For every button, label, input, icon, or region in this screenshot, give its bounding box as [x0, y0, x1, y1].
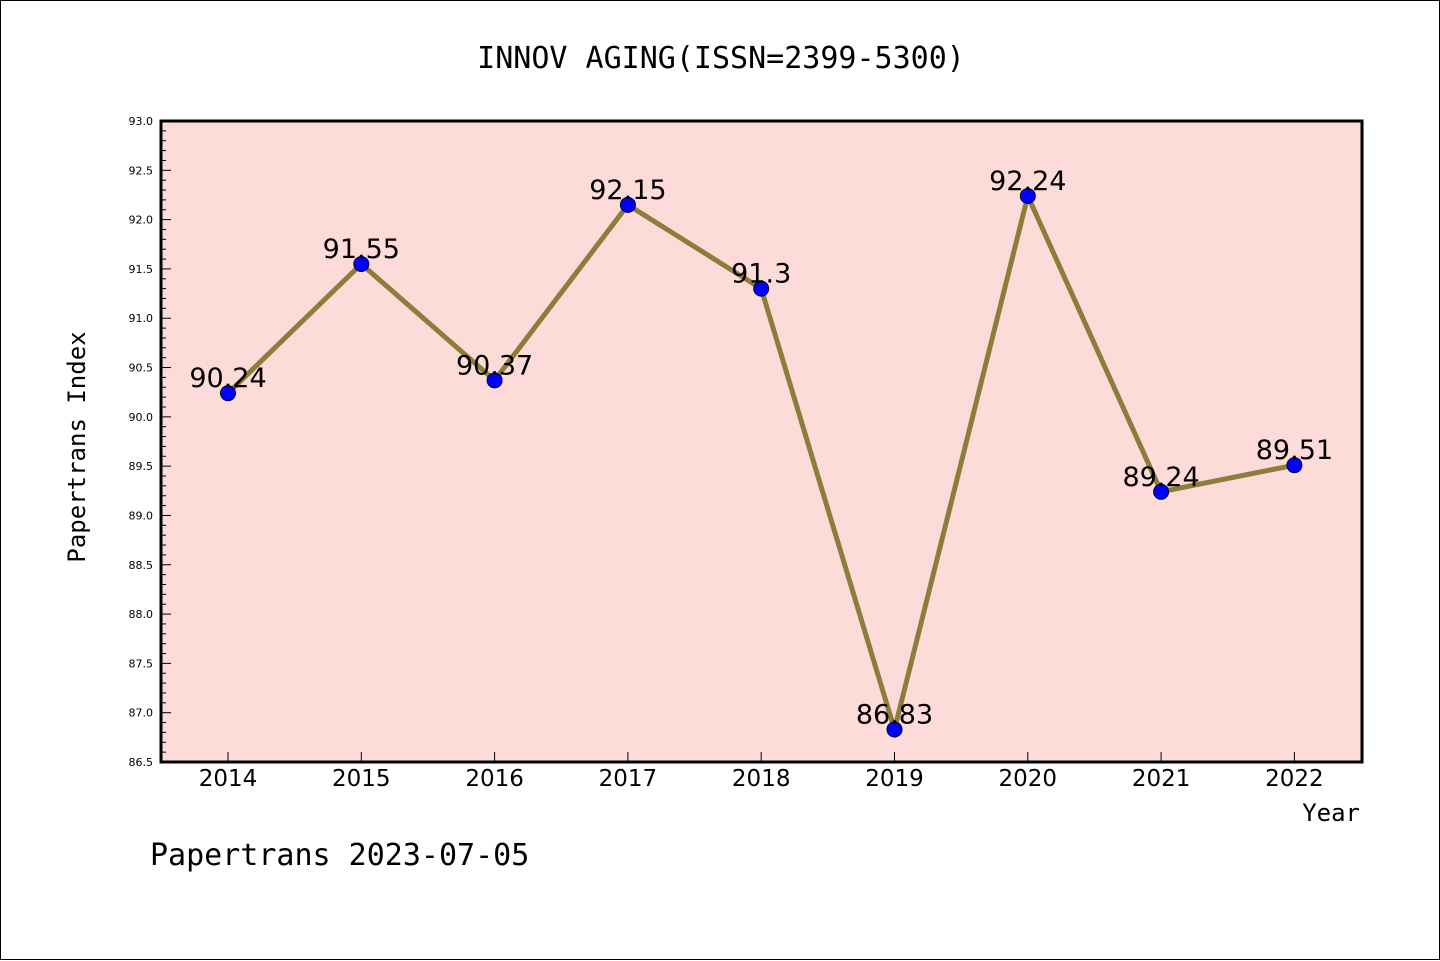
y-tick-label: 88.0: [129, 608, 154, 621]
y-tick-label: 91.5: [129, 263, 154, 276]
x-tick-label: 2022: [1265, 766, 1324, 792]
data-labels: 90.24 91.55 90.37 92.15 91.3 86.83 92.24 89.24 8…: [189, 166, 1333, 731]
data-point: [220, 385, 236, 402]
y-tick-label: 87.5: [129, 657, 154, 670]
x-axis-label: Year: [1302, 799, 1360, 827]
y-tick-label: 91.0: [129, 312, 154, 325]
y-tick-label: 89.0: [129, 509, 154, 522]
y-axis: 86.5 87.0 87.5 88.0 88.5 89.0 89.5 90.0 90.5 91.0…: [129, 115, 171, 769]
data-label: 90.37: [456, 350, 533, 381]
plot-border: [159, 119, 1364, 764]
data-point: [886, 721, 903, 738]
data-point: [753, 280, 770, 297]
data-point: [1286, 457, 1303, 474]
x-tick-label: 2014: [199, 766, 258, 792]
chart-title: INNOV AGING(ISSN=2399-5300): [477, 41, 965, 76]
data-label: 90.24: [189, 363, 266, 394]
x-tick-label: 2018: [732, 766, 791, 792]
y-tick-label: 86.5: [129, 756, 154, 769]
x-tick-label: 2015: [332, 766, 391, 792]
y-tick-label: 93.0: [129, 115, 154, 128]
data-point: [1153, 483, 1170, 500]
data-label: 89.24: [1122, 462, 1199, 493]
x-tick-label: 2020: [999, 766, 1058, 792]
data-point: [353, 255, 370, 272]
y-tick-label: 90.5: [129, 362, 154, 375]
x-tick-label: 2016: [465, 766, 524, 792]
x-tick-label: 2017: [599, 766, 658, 792]
data-label: 92.24: [989, 166, 1066, 197]
y-tick-label: 87.0: [129, 707, 154, 720]
data-label: 92.15: [589, 175, 666, 206]
footer-credit: Papertrans 2023-07-05: [150, 838, 529, 873]
y-tick-label: 92.0: [129, 214, 154, 227]
plot-area: [161, 121, 1362, 762]
y-tick-label: 90.0: [129, 411, 154, 424]
data-label: 91.3: [731, 259, 791, 290]
y-tick-label: 92.5: [129, 164, 154, 177]
data-label: 89.51: [1256, 435, 1333, 466]
y-tick-label: 89.5: [129, 460, 154, 473]
y-tick-label: 88.5: [129, 559, 154, 572]
data-label: 86.83: [856, 699, 933, 730]
x-tick-label: 2021: [1132, 766, 1191, 792]
x-tick-label: 2019: [865, 766, 924, 792]
data-point: [486, 372, 503, 389]
x-axis: 2014 2015 2016 2017 2018 2019 2020 2021 2022: [199, 752, 1324, 792]
data-point: [1019, 187, 1036, 204]
data-point: [619, 196, 636, 213]
data-label: 91.55: [323, 234, 400, 265]
y-axis-label: Papertrans Index: [63, 331, 91, 562]
data-points: [220, 187, 1303, 738]
